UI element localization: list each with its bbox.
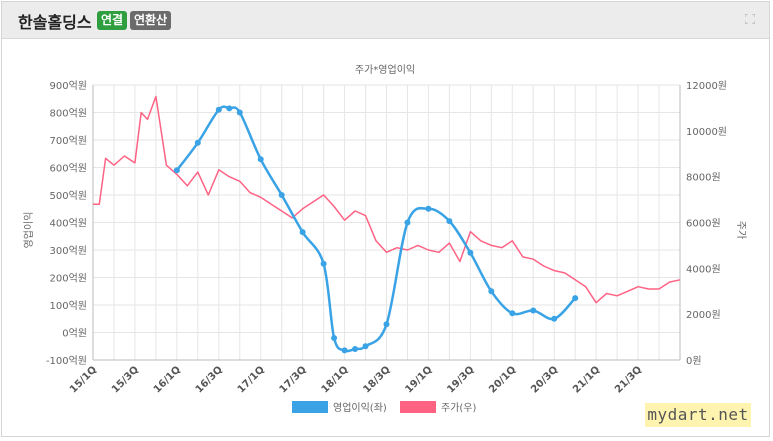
profit-point [551,315,558,322]
y-left-tick-label: 0억원 [62,328,87,340]
y-right-tick-label: 2000원 [686,309,721,321]
profit-point [352,346,359,352]
x-tick-label: 17/1Q [236,364,267,395]
legend-swatch-profit [292,401,328,413]
x-tick-label: 21/1Q [571,364,602,395]
profit-point [425,205,432,212]
profit-point [383,321,390,328]
y-left-tick-label: 900억원 [50,80,88,92]
profit-point [362,343,369,350]
series-layer [93,95,681,354]
watermark-logo: mydart.net [645,403,751,427]
chart-area: 15/1Q 15/3Q 16/1Q 16/3Q 17/1Q 17/3Q 18/1Q 18/3Q… [0,37,773,441]
profit-point [173,167,180,174]
profit-point [215,106,222,113]
x-tick-label: 15/1Q [68,364,99,395]
profit-point [320,260,327,267]
y-right-tick-label: 10000원 [686,126,727,138]
consolidated-badge[interactable]: 연결 [97,11,128,30]
chart-title: 주가*영업이익 [355,63,415,76]
annualized-badge[interactable]: 연환산 [130,11,172,30]
profit-point [257,156,264,163]
profit-point [509,310,516,317]
y-axis-left: 900억원 800억원 700억원 600억원 500억원 400억원 300억원 200억원… [46,80,87,367]
y-left-tick-label: 300억원 [50,245,88,257]
profit-point [236,109,243,116]
series-profit-line [175,105,577,353]
y-axis-right: 12000원 10000원 8000원 6000원 4000원 2000원 0원 [686,80,727,367]
profit-point [488,288,495,295]
x-tick-label: 16/3Q [194,364,225,395]
profit-point [341,347,348,354]
y-right-tick-label: 8000원 [686,172,721,184]
profit-point [331,335,338,341]
y-right-tick-label: 0원 [686,355,702,367]
y-left-tick-label: 100억원 [50,300,88,312]
x-tick-label: 15/3Q [110,364,141,395]
x-tick-label: 16/1Q [152,364,183,395]
chart-svg: 15/1Q 15/3Q 16/1Q 16/3Q 17/1Q 17/3Q 18/1Q 18/3Q… [22,63,747,414]
x-tick-label: 18/1Q [320,364,351,395]
x-axis: 15/1Q 15/3Q 16/1Q 16/3Q 17/1Q 17/3Q 18/1Q 18/3Q… [68,364,644,395]
profit-point [530,307,537,314]
y-left-tick-label: 800억원 [50,108,88,120]
y-right-tick-label: 12000원 [686,80,727,92]
profit-point [404,219,411,226]
x-tick-label: 19/1Q [403,364,434,395]
profit-point [226,105,233,112]
legend-label-price: 주가(우) [441,402,477,414]
profit-point [278,192,285,198]
x-tick-label: 20/3Q [529,364,560,395]
y-left-tick-label: 600억원 [50,163,88,175]
profit-point [446,218,453,225]
x-tick-label: 21/3Q [613,364,644,395]
card-header: 한솔홀딩스 연결 연환산 [2,2,769,39]
grid [92,84,681,361]
x-tick-label: 18/3Q [361,364,392,395]
x-tick-label: 17/3Q [278,364,309,395]
y-left-tick-label: 700억원 [50,135,88,147]
profit-point [194,139,201,146]
x-tick-label: 20/1Q [487,364,518,395]
y-left-tick-label: 200억원 [50,273,88,285]
y-right-tick-label: 4000원 [686,263,721,275]
legend: 영업이익(좌) 주가(우) [292,401,477,414]
company-name: 한솔홀딩스 [18,13,92,32]
y-axis-left-title: 영업이익 [22,212,35,249]
profit-point [299,229,306,236]
profit-point [467,249,474,256]
y-left-tick-label: 500억원 [50,190,88,202]
series-price-line [93,95,681,304]
profit-point [572,295,579,302]
y-left-tick-label: -100억원 [46,355,87,367]
y-axis-right-title: 주가 [735,221,747,239]
y-left-tick-label: 400억원 [50,218,88,230]
expand-icon[interactable] [745,14,755,24]
y-right-tick-label: 6000원 [686,218,721,230]
x-tick-label: 19/3Q [445,364,476,395]
legend-label-profit: 영업이익(좌) [333,401,387,414]
legend-swatch-price [400,401,436,413]
